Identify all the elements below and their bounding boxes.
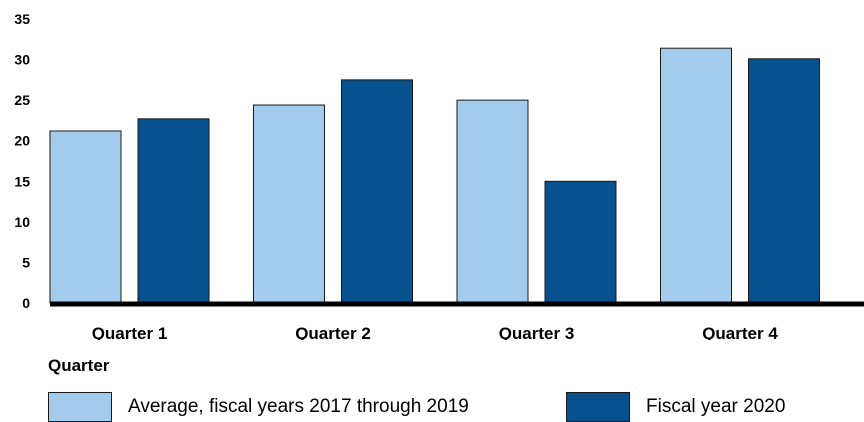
x-tick-label: Quarter 2 bbox=[295, 324, 371, 340]
y-tick-label: 10 bbox=[14, 214, 30, 230]
x-tick-label: Quarter 1 bbox=[92, 324, 168, 340]
bar-quarter-3-series-1 bbox=[456, 99, 529, 304]
legend-item-average: Average, fiscal years 2017 through 2019 bbox=[48, 392, 469, 422]
legend-swatch-fy2020 bbox=[566, 392, 630, 422]
y-tick-label: 5 bbox=[22, 254, 30, 270]
legend-label-fy2020: Fiscal year 2020 bbox=[646, 396, 786, 417]
y-tick-label: 35 bbox=[14, 11, 30, 27]
legend-swatch-average bbox=[48, 392, 112, 422]
x-tick-label: Quarter 3 bbox=[499, 324, 575, 340]
bar-quarter-1-series-2 bbox=[137, 118, 210, 304]
legend: Average, fiscal years 2017 through 2019 … bbox=[48, 392, 864, 422]
bar-quarter-4-series-2 bbox=[748, 58, 820, 304]
x-axis-title: Quarter bbox=[48, 356, 110, 375]
x-tick-label: Quarter 4 bbox=[702, 324, 778, 340]
y-tick-label: 20 bbox=[14, 133, 30, 149]
legend-item-fy2020: Fiscal year 2020 bbox=[566, 392, 785, 422]
y-tick-label: 30 bbox=[14, 52, 30, 68]
y-tick-label: 15 bbox=[14, 173, 30, 189]
y-axis-ticks: 0 5 10 15 20 25 30 35 bbox=[14, 11, 30, 311]
bars bbox=[49, 47, 820, 304]
bar-quarter-2-series-1 bbox=[253, 104, 325, 304]
bar-quarter-3-series-2 bbox=[544, 180, 617, 304]
y-tick-label: 0 bbox=[22, 295, 30, 311]
y-tick-label: 25 bbox=[14, 92, 30, 108]
legend-label-average: Average, fiscal years 2017 through 2019 bbox=[128, 396, 469, 417]
bar-quarter-2-series-2 bbox=[341, 79, 413, 304]
x-axis-ticks: Quarter 1 Quarter 2 Quarter 3 Quarter 4 bbox=[92, 324, 779, 340]
bar-quarter-4-series-1 bbox=[660, 47, 732, 304]
bar-quarter-1-series-1 bbox=[49, 130, 122, 304]
